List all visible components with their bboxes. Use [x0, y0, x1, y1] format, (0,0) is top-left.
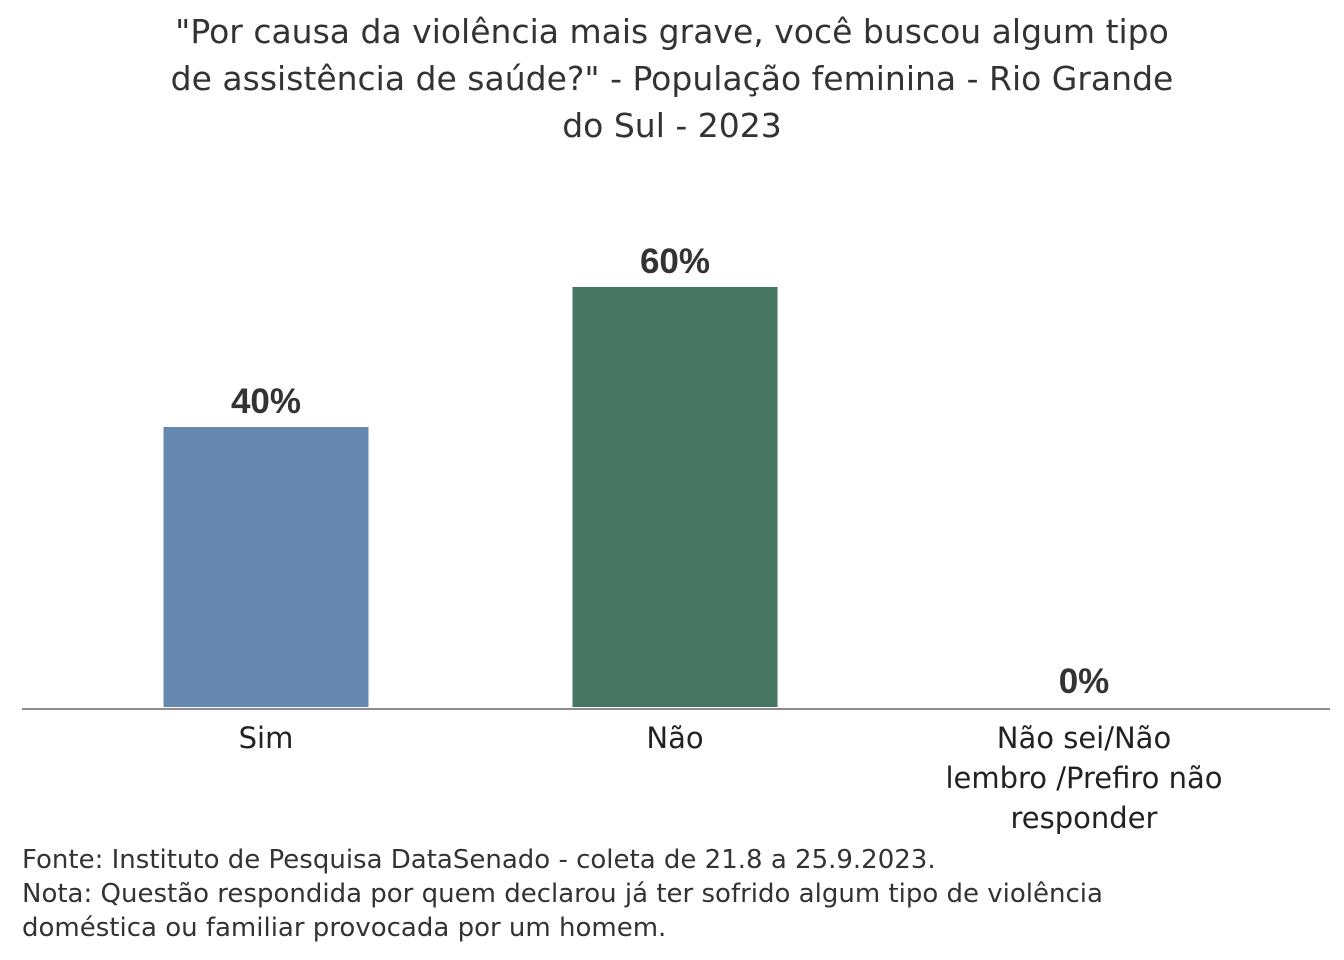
value-label-3: 0%: [1059, 662, 1110, 701]
bar-chart: 40% Sim 60% Não 0% Não sei/Não lembro /Prefiro…: [22, 242, 1330, 835]
value-label-1: 40%: [231, 382, 301, 421]
chart-title-line-2: de assistência de saúde?" - População fe…: [170, 59, 1174, 98]
value-label-2: 60%: [640, 242, 710, 281]
chart-title: "Por causa da violência mais grave, você…: [0, 8, 1344, 149]
bar-1: [163, 427, 369, 707]
note-line-2: doméstica ou familiar provocada por um h…: [22, 913, 667, 943]
bar-2: [572, 287, 778, 707]
chart-title-line-1: "Por causa da violência mais grave, você…: [175, 12, 1169, 51]
chart-title-line-3: do Sul - 2023: [562, 106, 782, 145]
category-label-1: Sim: [239, 721, 294, 755]
note-line-1: Nota: Questão respondida por quem declar…: [22, 879, 1103, 909]
source-note: Fonte: Instituto de Pesquisa DataSenado …: [22, 845, 936, 875]
bars-layer: 40% Sim 60% Não 0% Não sei/Não lembro /Prefiro…: [163, 242, 1223, 835]
category-label-2: Não: [646, 721, 703, 755]
chart-footer: Fonte: Instituto de Pesquisa DataSenado …: [22, 843, 1322, 945]
category-label-3: Não sei/Não lembro /Prefiro não responder: [945, 721, 1222, 835]
